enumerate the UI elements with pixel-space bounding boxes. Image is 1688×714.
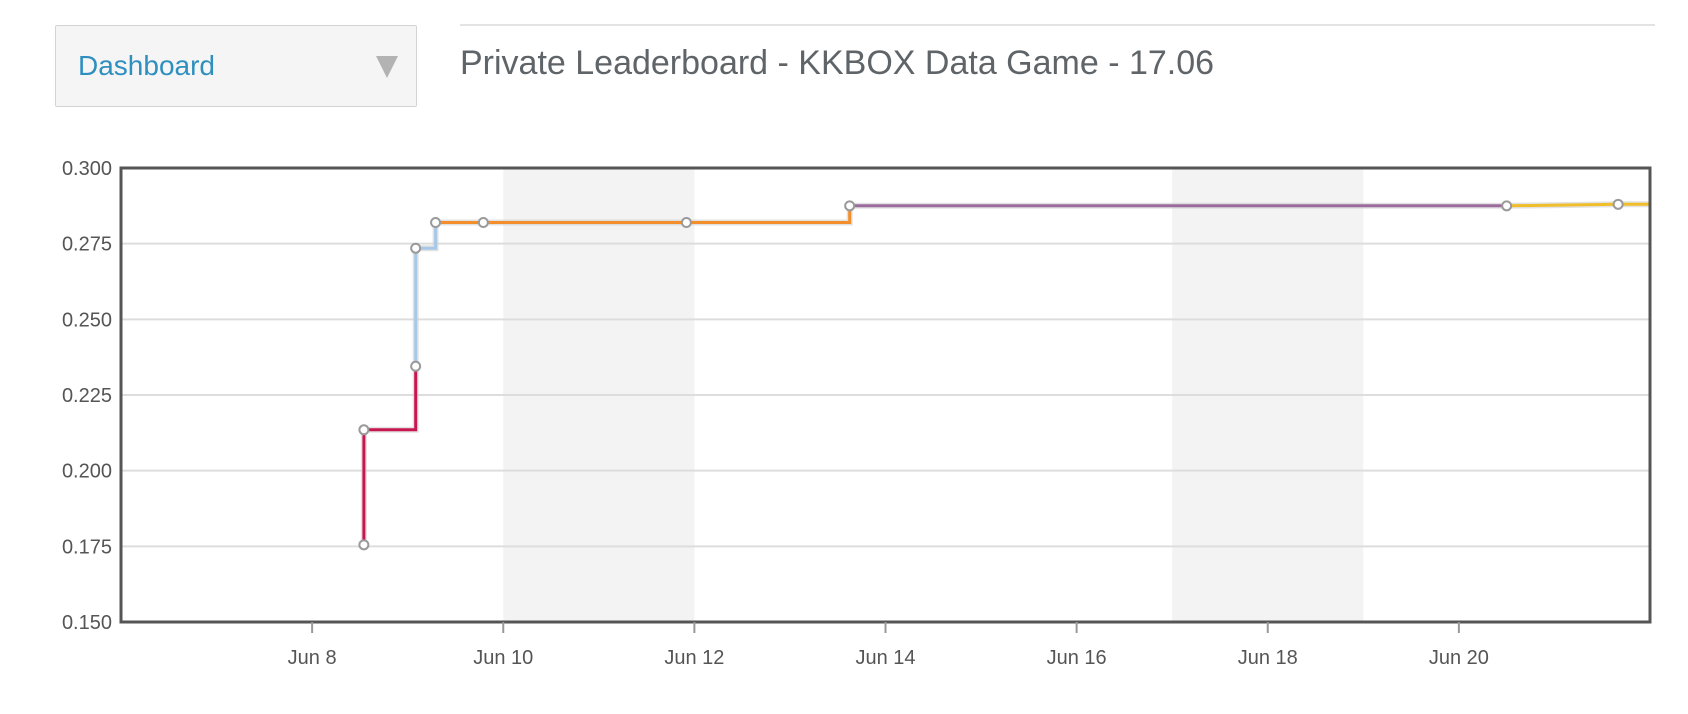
series-line-shadow <box>360 366 419 545</box>
series-line <box>362 366 418 545</box>
chart-markers <box>358 198 1624 551</box>
page-title: Private Leaderboard - KKBOX Data Game - … <box>460 44 1215 82</box>
y-tick-label: 0.200 <box>62 461 112 483</box>
x-tick-label: Jun 8 <box>288 647 337 669</box>
dashboard-dropdown[interactable]: Dashboard <box>55 25 417 107</box>
data-point <box>358 424 370 436</box>
data-point <box>844 200 856 212</box>
data-point <box>410 242 422 254</box>
y-tick-label: 0.175 <box>62 536 112 558</box>
x-tick-label: Jun 18 <box>1238 647 1298 669</box>
title-divider <box>460 24 1655 26</box>
x-axis: Jun 8 Jun 10 Jun 12 Jun 14 Jun 16 Jun 18 Jun 2… <box>288 622 1489 669</box>
data-point <box>680 216 692 228</box>
series-line <box>414 222 438 367</box>
y-tick-label: 0.250 <box>62 309 112 331</box>
x-tick-label: Jun 12 <box>664 647 724 669</box>
data-point <box>1612 198 1624 210</box>
x-tick-label: Jun 14 <box>855 647 915 669</box>
leaderboard-score-chart: Jun 8 Jun 10 Jun 12 Jun 14 Jun 16 Jun 18 Jun 2… <box>62 158 1652 669</box>
x-tick-label: Jun 16 <box>1047 647 1107 669</box>
data-point <box>477 216 489 228</box>
chevron-down-icon[interactable] <box>376 56 398 78</box>
y-tick-label: 0.225 <box>62 385 112 407</box>
x-tick-label: Jun 10 <box>473 647 533 669</box>
dashboard-dropdown-label: Dashboard <box>78 50 215 81</box>
chart-gridlines <box>121 167 1650 623</box>
x-tick-label: Jun 20 <box>1429 647 1489 669</box>
data-point <box>410 360 422 372</box>
y-axis: 0.150 0.175 0.200 0.225 0.250 0.275 0.300 <box>62 158 112 634</box>
data-point <box>1501 200 1513 212</box>
data-point <box>358 539 370 551</box>
series-line <box>1506 202 1650 208</box>
y-tick-label: 0.150 <box>62 612 112 634</box>
data-point <box>430 216 442 228</box>
y-tick-label: 0.275 <box>62 234 112 256</box>
y-tick-label: 0.300 <box>62 158 112 180</box>
